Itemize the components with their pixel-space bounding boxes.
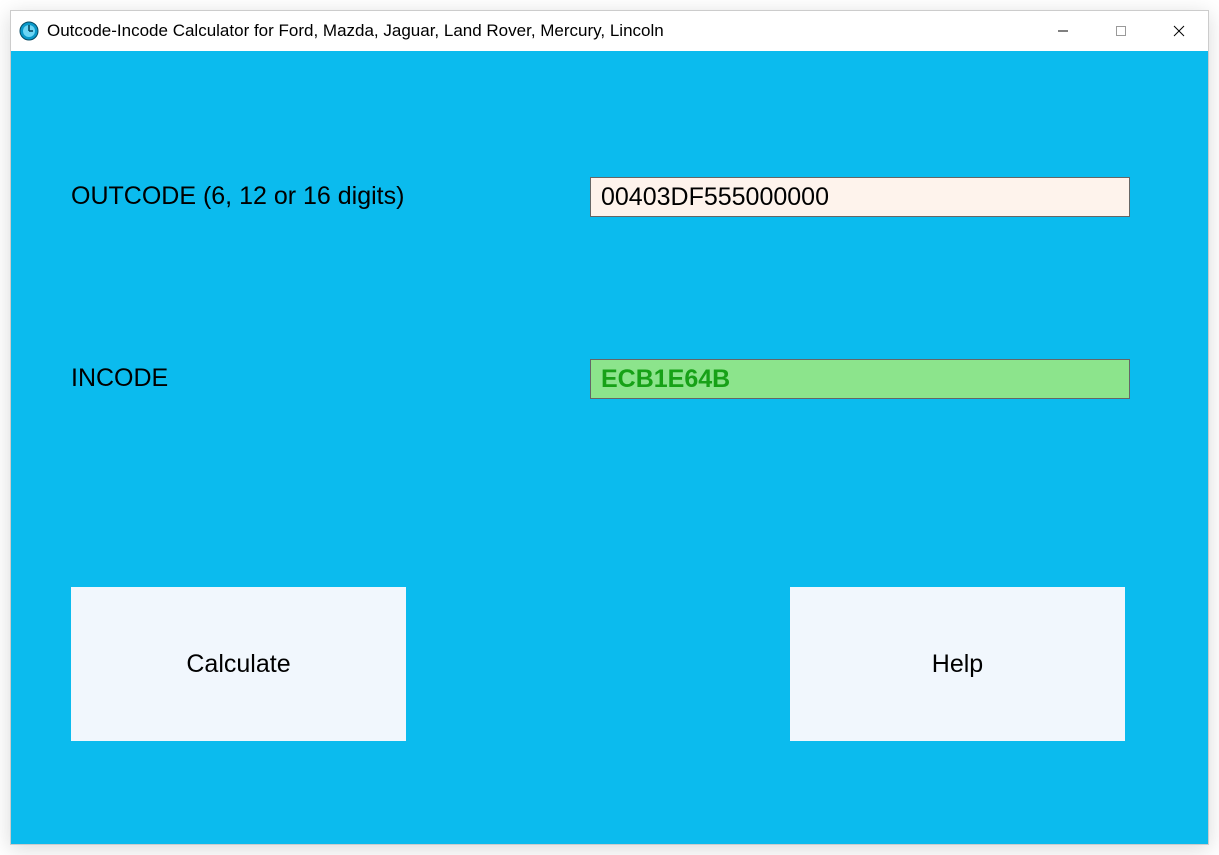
maximize-button[interactable] xyxy=(1092,11,1150,51)
close-button[interactable] xyxy=(1150,11,1208,51)
incode-label: INCODE xyxy=(71,364,168,393)
calculate-button[interactable]: Calculate xyxy=(71,587,406,741)
minimize-button[interactable] xyxy=(1034,11,1092,51)
help-button[interactable]: Help xyxy=(790,587,1125,741)
close-icon xyxy=(1173,25,1185,37)
minimize-icon xyxy=(1057,25,1069,37)
window-title: Outcode-Incode Calculator for Ford, Mazd… xyxy=(47,21,1034,41)
app-window: Outcode-Incode Calculator for Ford, Mazd… xyxy=(10,10,1209,845)
outcode-label: OUTCODE (6, 12 or 16 digits) xyxy=(71,182,404,211)
outcode-input[interactable] xyxy=(590,177,1130,217)
app-icon xyxy=(19,21,39,41)
titlebar: Outcode-Incode Calculator for Ford, Mazd… xyxy=(11,11,1208,51)
content-area: OUTCODE (6, 12 or 16 digits) INCODE ECB1… xyxy=(11,51,1208,844)
maximize-icon xyxy=(1115,25,1127,37)
window-controls xyxy=(1034,11,1208,51)
incode-output: ECB1E64B xyxy=(590,359,1130,399)
